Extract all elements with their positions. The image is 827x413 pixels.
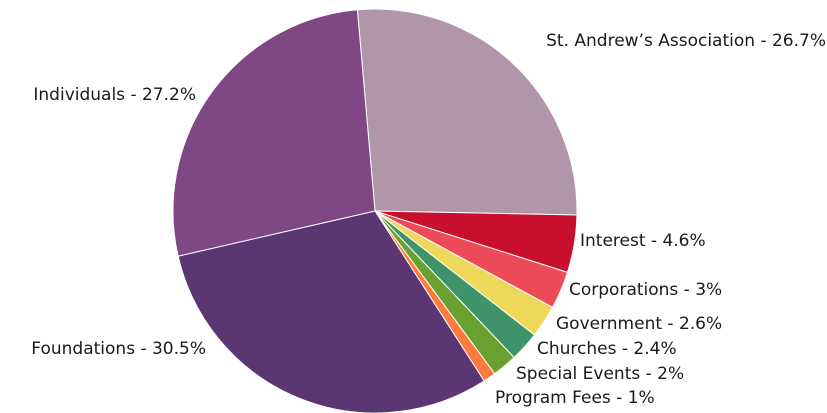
slice-label-st-andrew-s-association: St. Andrew’s Association - 26.7% [546,31,826,51]
slice-label-churches: Churches - 2.4% [537,339,677,359]
slice-label-individuals: Individuals - 27.2% [33,85,196,105]
slice-label-corporations: Corporations - 3% [569,280,722,300]
slice-label-interest: Interest - 4.6% [580,231,706,251]
pie-labels: St. Andrew’s Association - 26.7% Interest… [31,31,826,408]
slice-label-foundations: Foundations - 30.5% [31,339,206,359]
pie-slice-foundations [177,210,485,413]
pie-slice-st-andrew-s-association [356,8,578,216]
pie-slices [172,8,578,413]
slice-label-program-fees: Program Fees - 1% [495,388,655,408]
pie-slice-individuals [172,9,376,257]
slice-label-special-events: Special Events - 2% [516,364,684,384]
slice-label-government: Government - 2.6% [556,314,722,334]
